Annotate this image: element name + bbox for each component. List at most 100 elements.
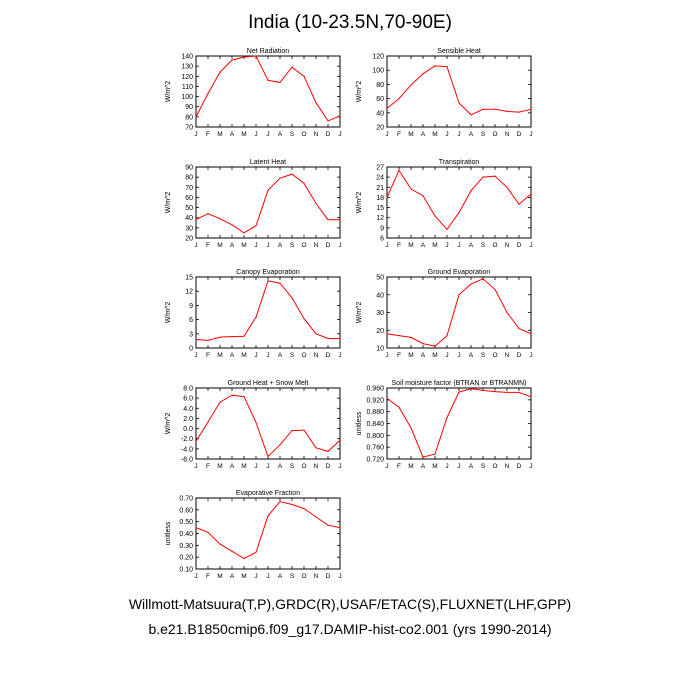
soil-moisture-factor-btran-or-btranmn-point [458, 391, 460, 393]
sensible-heat-ytick-label: 120 [372, 54, 384, 61]
ground-evaporation-point [470, 283, 472, 285]
evaporative-fraction-title: Evaporative Fraction [236, 490, 300, 497]
soil-moisture-factor-btran-or-btranmn-ytick-label: 0.880 [366, 409, 384, 416]
evaporative-fraction-point [327, 524, 329, 526]
canopy-evaporation-point [243, 335, 245, 337]
ground-heat-snow-melt-xtick-label: M [217, 463, 222, 470]
net-radiation-xtick-label: J [266, 131, 269, 138]
latent-heat-xtick-label: N [314, 242, 319, 249]
net-radiation-ytick-label: 100 [181, 94, 193, 101]
net-radiation-ytick-label: 120 [181, 74, 193, 81]
ground-evaporation-ytick-label: 40 [376, 292, 384, 299]
ground-evaporation-point [410, 336, 412, 338]
transpiration-xtick-label: F [397, 242, 401, 249]
latent-heat-ytick-label: 20 [185, 236, 193, 243]
canopy-evaporation-title: Canopy Evaporation [236, 269, 300, 276]
canopy-evaporation-xtick-label: N [314, 352, 319, 359]
net-radiation-ytick-label: 80 [185, 114, 193, 121]
ground-evaporation-xtick-label: M [432, 352, 437, 359]
ground-heat-snow-melt-point [303, 429, 305, 431]
soil-moisture-factor-btran-or-btranmn-point [530, 396, 532, 398]
soil-moisture-factor-btran-or-btranmn-ytick-label: 0.960 [366, 386, 384, 393]
evaporative-fraction-ytick-label: 0.50 [179, 519, 193, 526]
canopy-evaporation-point [339, 337, 341, 340]
transpiration-point [386, 196, 388, 199]
transpiration-xtick-label: M [408, 242, 413, 249]
sensible-heat-xtick-label: M [408, 131, 413, 138]
sensible-heat-ytick-label: 40 [376, 110, 384, 117]
soil-moisture-factor-btran-or-btranmn-point [398, 406, 400, 408]
ground-heat-snow-melt-point [327, 450, 329, 452]
net-radiation-ytick-label: 140 [181, 54, 193, 61]
latent-heat-xtick-label: M [241, 242, 246, 249]
chart-soil-moisture-factor-btran-or-btranmn: Soil moisture factor (BTRAN or BTRANMN) u… [356, 380, 533, 470]
net-radiation-xtick-label: M [241, 131, 246, 138]
ground-evaporation-point [422, 342, 424, 345]
canopy-evaporation-point [231, 336, 233, 338]
ground-evaporation-xtick-label: S [481, 352, 486, 359]
sensible-heat-xtick-label: D [517, 131, 522, 138]
latent-heat-xtick-label: J [266, 242, 269, 249]
net-radiation-xtick-label: D [326, 131, 331, 138]
sensible-heat-series-line [386, 65, 532, 116]
transpiration-ytick-label: 15 [376, 205, 384, 212]
soil-moisture-factor-btran-or-btranmn-ytick-label: 0.720 [366, 457, 384, 464]
canopy-evaporation-ytick-label: 6 [189, 317, 193, 324]
transpiration-ylabel: W/m^2 [356, 192, 363, 214]
latent-heat-series-line [195, 173, 340, 234]
transpiration-point [434, 215, 436, 217]
latent-heat-ytick-label: 80 [185, 175, 193, 182]
transpiration-xtick-label: N [505, 242, 510, 249]
net-radiation-point [255, 55, 257, 57]
ground-evaporation-point [398, 334, 400, 337]
transpiration-point [506, 186, 508, 188]
ground-heat-snow-melt-xtick-label: M [241, 463, 246, 470]
net-radiation-point [279, 81, 281, 83]
net-radiation-point [315, 102, 317, 104]
evaporative-fraction-ytick-label: 0.10 [179, 567, 193, 574]
soil-moisture-factor-btran-or-btranmn-xtick-label: N [505, 463, 510, 470]
transpiration-point [482, 176, 484, 178]
latent-heat-point [231, 224, 233, 226]
ground-heat-snow-melt-point [339, 439, 341, 441]
transpiration-ytick-label: 27 [376, 165, 384, 172]
sensible-heat-ytick-label: 100 [372, 68, 384, 75]
soil-moisture-factor-btran-or-btranmn-ytick-label: 0.840 [366, 421, 384, 428]
latent-heat-point [207, 213, 209, 215]
evaporative-fraction-point [291, 503, 293, 506]
transpiration-xtick-label: J [445, 242, 448, 249]
evaporative-fraction-xtick-label: S [290, 573, 295, 580]
transpiration-point [398, 169, 400, 171]
soil-moisture-factor-btran-or-btranmn-point [410, 427, 412, 429]
net-radiation-ylabel: W/m^2 [165, 81, 172, 103]
evaporative-fraction-ytick-label: 0.70 [179, 496, 193, 503]
ground-evaporation-ytick-label: 20 [376, 328, 384, 335]
soil-moisture-factor-btran-or-btranmn-xtick-label: M [432, 463, 437, 470]
sensible-heat-frame [386, 55, 532, 128]
sensible-heat-point [422, 73, 424, 75]
latent-heat-xtick-label: F [206, 242, 210, 249]
sensible-heat-point [506, 110, 508, 112]
evaporative-fraction-ytick-label: 0.40 [179, 531, 193, 538]
canopy-evaporation-ytick-label: 0 [189, 346, 193, 353]
transpiration-ytick-label: 18 [376, 195, 384, 202]
ground-evaporation-xtick-label: A [469, 352, 474, 359]
latent-heat-ylabel: W/m^2 [165, 192, 172, 214]
canopy-evaporation-xtick-label: A [230, 352, 235, 359]
evaporative-fraction-xtick-label: J [254, 573, 257, 580]
latent-heat-point [327, 219, 329, 221]
ground-heat-snow-melt-xtick-label: J [266, 463, 269, 470]
sensible-heat-ylabel: W/m^2 [356, 81, 363, 103]
latent-heat-point [219, 218, 221, 220]
chart-evaporative-fraction: Evaporative Fraction unitless 0.10 0.20 0.30… [165, 490, 342, 580]
latent-heat-title: Latent Heat [250, 159, 286, 166]
chart-ground-heat-snow-melt: Ground Heat + Snow Melt W/m^2 -6.0 -4.0 -2.0… [165, 380, 342, 470]
soil-moisture-factor-btran-or-btranmn-ytick-label: 0.800 [366, 433, 384, 440]
latent-heat-xtick-label: D [326, 242, 331, 249]
latent-heat-point [279, 177, 281, 179]
canopy-evaporation-point [219, 336, 221, 338]
sensible-heat-xtick-label: J [445, 131, 448, 138]
net-radiation-point [267, 79, 269, 81]
